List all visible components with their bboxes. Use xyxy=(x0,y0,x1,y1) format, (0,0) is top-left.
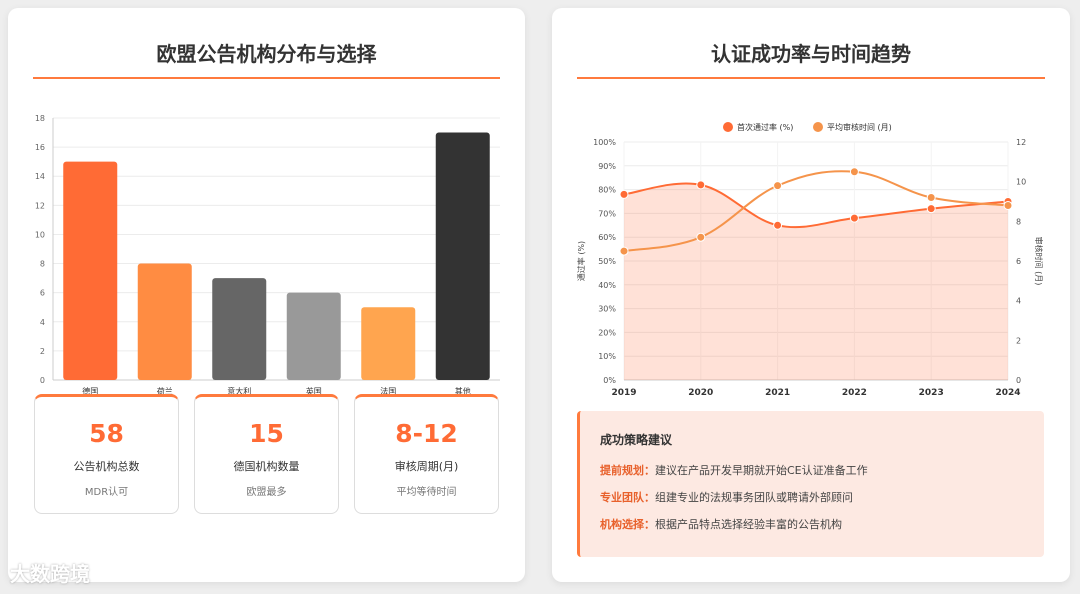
x-tick-label: 英国 xyxy=(306,386,322,396)
x-tick-label: 2022 xyxy=(842,388,867,398)
stat-label: 公告机构总数 xyxy=(73,460,140,473)
distribution-panel: 欧盟公告机构分布与选择 0 2 4 6 8 10 12 14 16 18 德国 荷兰 意大利 英国 法国 其他… xyxy=(8,8,525,582)
series-line xyxy=(623,182,1009,229)
watermark-logo: 大数跨境 xyxy=(10,562,90,586)
data-point xyxy=(619,189,629,199)
stat-value: 15 xyxy=(249,419,284,448)
title-divider xyxy=(33,77,500,79)
strategy-text: 组建专业的法规事务团队或聘请外部顾问 xyxy=(655,491,853,504)
y-left-tick-label: 30% xyxy=(598,305,616,314)
trend-panel: 认证成功率与时间趋势 0% 10% 20% 30% 40% 50% 60% 70% 80% 90%… xyxy=(552,8,1070,582)
series-line xyxy=(623,170,1009,253)
y-tick-label: 6 xyxy=(40,289,45,298)
x-tick-label: 法国 xyxy=(380,386,396,396)
strategy-key: 提前规划： xyxy=(600,464,655,477)
bar xyxy=(435,132,490,380)
legend-label: 首次通过率 (%) xyxy=(737,122,793,132)
strategy-item: 提前规划：建议在产品开发早期就开始CE认证准备工作 xyxy=(600,462,1024,478)
stat-sub: MDR认可 xyxy=(84,487,129,498)
stat-label: 审核周期(月) xyxy=(394,460,459,473)
strategy-key: 专业团队： xyxy=(600,491,655,504)
y-left-tick-label: 40% xyxy=(598,281,616,290)
y-tick-label: 14 xyxy=(35,172,45,181)
x-tick-label: 德国 xyxy=(82,386,98,396)
series-area xyxy=(624,183,1008,380)
stat-label: 德国机构数量 xyxy=(233,460,300,473)
strategy-text: 根据产品特点选择经验丰富的公告机构 xyxy=(655,518,842,531)
bar xyxy=(286,292,341,380)
y-left-tick-label: 60% xyxy=(598,233,616,242)
legend-label: 平均审核时间 (月) xyxy=(827,122,892,132)
bar xyxy=(212,278,267,380)
x-tick-label: 2024 xyxy=(995,388,1020,398)
y-tick-label: 0 xyxy=(40,376,45,385)
x-tick-label: 2019 xyxy=(611,388,636,398)
panel-title: 欧盟公告机构分布与选择 xyxy=(156,42,377,66)
y-left-axis-title: 通过率 (%) xyxy=(576,241,586,281)
title-divider xyxy=(577,77,1045,79)
strategy-item: 机构选择：根据产品特点选择经验丰富的公告机构 xyxy=(600,516,1024,532)
line-chart: 0% 10% 20% 30% 40% 50% 60% 70% 80% 90% 100% 0 2 4 6 8 10… xyxy=(576,122,1044,398)
data-point xyxy=(696,180,706,190)
stat-card-total: 58 公告机构总数 MDR认可 xyxy=(34,394,179,514)
stat-value: 58 xyxy=(89,419,124,448)
y-left-tick-label: 10% xyxy=(598,352,616,361)
y-tick-label: 8 xyxy=(40,260,45,269)
y-right-axis-title: 审核时间 (月) xyxy=(1034,237,1044,286)
y-tick-label: 4 xyxy=(40,318,45,327)
x-tick-label: 2023 xyxy=(919,388,944,398)
y-right-tick-label: 4 xyxy=(1016,297,1021,306)
data-point xyxy=(773,220,783,230)
y-tick-label: 16 xyxy=(35,143,45,152)
stat-sub: 平均等待时间 xyxy=(396,487,457,498)
legend-marker xyxy=(813,122,823,132)
x-tick-label: 其他 xyxy=(455,386,471,396)
y-right-tick-label: 8 xyxy=(1016,217,1021,226)
y-left-tick-label: 0% xyxy=(603,376,616,385)
y-tick-label: 18 xyxy=(35,114,45,123)
y-tick-label: 10 xyxy=(35,230,45,239)
y-right-tick-label: 2 xyxy=(1016,336,1021,345)
y-tick-label: 2 xyxy=(40,347,45,356)
bar xyxy=(137,263,192,380)
legend-marker xyxy=(723,122,733,132)
bar xyxy=(63,161,118,380)
y-right-tick-label: 12 xyxy=(1016,138,1026,147)
data-point xyxy=(849,213,859,223)
data-point xyxy=(773,181,783,191)
strategy-text: 建议在产品开发早期就开始CE认证准备工作 xyxy=(655,464,868,477)
y-left-tick-label: 50% xyxy=(598,257,616,266)
strategy-item: 专业团队：组建专业的法规事务团队或聘请外部顾问 xyxy=(600,489,1024,505)
y-left-tick-label: 70% xyxy=(598,209,616,218)
strategy-title: 成功策略建议 xyxy=(600,433,673,447)
strategy-box: 成功策略建议 提前规划：建议在产品开发早期就开始CE认证准备工作 专业团队：组建… xyxy=(577,411,1044,557)
bar-chart: 0 2 4 6 8 10 12 14 16 18 德国 荷兰 意大利 英国 法国 其他 xyxy=(35,114,500,396)
x-tick-label: 荷兰 xyxy=(157,386,173,396)
y-left-tick-label: 100% xyxy=(593,138,616,147)
y-right-tick-label: 6 xyxy=(1016,257,1021,266)
bar xyxy=(361,307,416,380)
y-tick-label: 12 xyxy=(35,201,45,210)
strategy-key: 机构选择： xyxy=(600,518,655,531)
x-tick-label: 意大利 xyxy=(227,386,251,396)
stat-sub: 欧盟最多 xyxy=(246,487,287,498)
y-right-tick-label: 0 xyxy=(1016,376,1021,385)
x-tick-label: 2020 xyxy=(688,388,713,398)
x-tick-label: 2021 xyxy=(765,388,790,398)
y-right-tick-label: 10 xyxy=(1016,178,1026,187)
data-point xyxy=(849,167,859,177)
y-left-tick-label: 90% xyxy=(598,162,616,171)
data-point xyxy=(1003,200,1013,210)
stat-value: 8-12 xyxy=(395,419,458,448)
data-point xyxy=(926,204,936,214)
data-point xyxy=(696,232,706,242)
y-left-tick-label: 20% xyxy=(598,328,616,337)
y-left-tick-label: 80% xyxy=(598,186,616,195)
stat-card-germany: 15 德国机构数量 欧盟最多 xyxy=(194,394,339,514)
data-point xyxy=(926,193,936,203)
stat-card-review-cycle: 8-12 审核周期(月) 平均等待时间 xyxy=(354,394,499,514)
data-point xyxy=(619,246,629,256)
panel-title: 认证成功率与时间趋势 xyxy=(711,42,911,66)
